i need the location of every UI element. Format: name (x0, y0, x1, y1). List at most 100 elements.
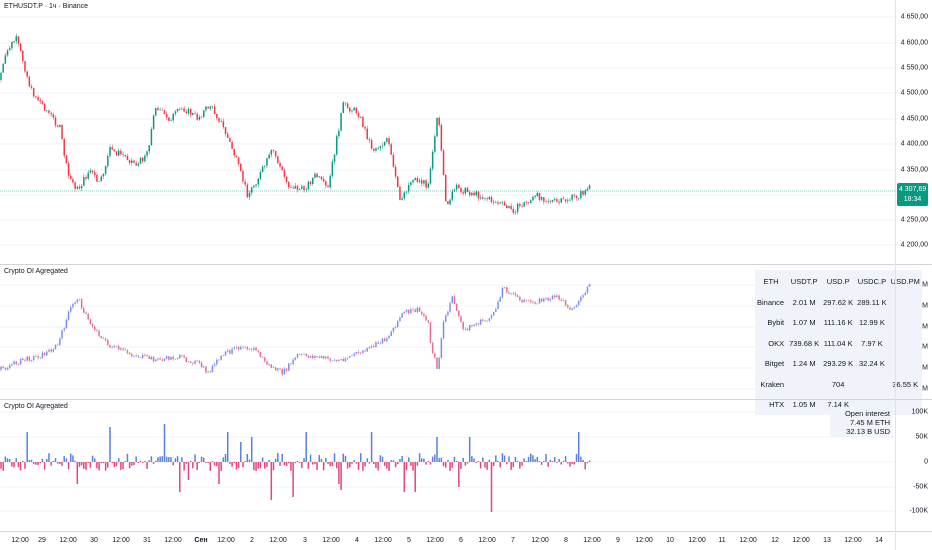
delta-bar (198, 462, 201, 463)
oi-candle-body (325, 356, 327, 359)
delta-bar (288, 462, 290, 464)
time-axis[interactable]: 12:00 29 12:00 30 12:00 31 12:00 Сен 12:… (0, 531, 895, 550)
candle-body (468, 191, 471, 196)
delta-bar (70, 453, 72, 462)
oi-candle-body (560, 299, 563, 301)
delta-bar (144, 461, 146, 462)
delta-bar (405, 462, 408, 471)
delta-bar (283, 462, 286, 466)
candle-body (359, 117, 362, 118)
oi-delta-title[interactable]: Crypto OI Agregated (4, 403, 68, 410)
table-row: HTX 1.05 M 7.14 K (755, 395, 922, 416)
oi-candle-body (100, 336, 103, 339)
delta-bar (316, 462, 318, 470)
oi-candle-body (567, 305, 569, 308)
delta-bar (388, 462, 390, 471)
oi-candle-body (222, 355, 225, 357)
oi-candle-body (577, 301, 580, 306)
oi-candle-body (588, 284, 591, 287)
oi-candle-body (538, 298, 541, 304)
table-cell (889, 354, 922, 375)
candle-body (523, 202, 525, 207)
table-cell (889, 313, 922, 334)
candle-body (556, 199, 558, 202)
delta-bar (427, 461, 430, 462)
candle-body (495, 202, 497, 203)
delta-bar (100, 462, 103, 463)
oi-candle-body (93, 326, 96, 331)
pane-separator[interactable] (0, 399, 932, 400)
oi-candle-body (163, 358, 166, 361)
candle-body (335, 136, 338, 155)
candle-body (268, 154, 270, 159)
candle-body (434, 136, 436, 152)
candle-body (370, 140, 373, 149)
oi-delta-pane[interactable]: Crypto OI Agregated (0, 400, 895, 531)
candle-body (580, 191, 582, 199)
candle-body (292, 187, 294, 189)
symbol-title[interactable]: ETHUSDT.P · 1ч · Binance (4, 3, 89, 10)
price-chart-pane[interactable]: ETHUSDT.P · 1ч · Binance (0, 0, 895, 264)
delta-bar (181, 457, 183, 462)
candle-body (264, 165, 266, 167)
delta-bar (37, 462, 39, 466)
candle-body (93, 172, 96, 175)
delta-bar (588, 460, 591, 462)
candle-body (438, 117, 440, 125)
oi-candle-body (301, 354, 303, 355)
delta-axis-tick: 100K (911, 408, 928, 416)
oi-candle-body (462, 322, 464, 330)
candle-body (185, 111, 188, 114)
oi-indicator-pane[interactable]: Crypto OI Agregated (0, 265, 895, 399)
oi-exchange-table: ETH USDT.P USD.P USDC.P USD.PM Binance 2… (755, 270, 922, 415)
oi-candle-body (89, 319, 92, 324)
candle-body (111, 147, 113, 150)
oi-candle-body (248, 349, 251, 350)
price-axis-tick: 4 200,00 (900, 241, 928, 249)
oi-delta-histogram[interactable] (0, 400, 895, 531)
candle-body (28, 76, 31, 87)
delta-bar (532, 455, 534, 462)
oi-candle-body (508, 292, 510, 294)
oi-candle-body (102, 338, 105, 339)
oi-candle-body (512, 293, 515, 294)
oi-candle-body (366, 348, 368, 352)
delta-bar (512, 462, 515, 468)
candle-body (525, 202, 528, 203)
oi-candle-body (440, 338, 443, 358)
candlestick-chart[interactable] (0, 0, 895, 264)
oi-candle-body (458, 310, 460, 317)
oi-candle-body (41, 353, 44, 358)
candle-body (519, 203, 521, 206)
oi-candle-body (266, 361, 268, 365)
delta-bar (492, 462, 495, 466)
candle-body (255, 184, 257, 186)
time-tick: 12:00 (583, 537, 601, 544)
oi-candle-body (521, 300, 523, 303)
delta-bar (189, 461, 192, 462)
candle-body (340, 112, 342, 131)
oi-candle-body (59, 338, 61, 346)
candle-body (257, 178, 259, 185)
pane-separator[interactable] (0, 264, 932, 265)
oi-candle-body (174, 358, 177, 360)
price-axis[interactable]: 4 650,00 4 600,00 4 550,00 4 500,00 4 45… (896, 0, 932, 264)
oi-candle-body (50, 349, 52, 352)
oi-candle-body (392, 327, 395, 332)
oi-candles[interactable] (0, 265, 895, 399)
delta-bar (386, 462, 388, 469)
candle-body (540, 197, 543, 200)
delta-bar (488, 459, 491, 462)
oi-candle-body (39, 357, 41, 359)
candle-body (471, 192, 473, 196)
oi-indicator-title[interactable]: Crypto OI Agregated (4, 268, 68, 275)
oi-candle-body (401, 312, 403, 318)
oi-candle-body (65, 319, 68, 329)
candle-body (22, 50, 24, 62)
oi-candle-body (477, 323, 480, 325)
delta-axis[interactable]: 100K 50K 0 -50K -100K (896, 400, 932, 531)
oi-candle-body (425, 316, 427, 321)
delta-bar (523, 458, 525, 462)
candle-body (163, 110, 166, 115)
delta-bar (569, 462, 571, 467)
